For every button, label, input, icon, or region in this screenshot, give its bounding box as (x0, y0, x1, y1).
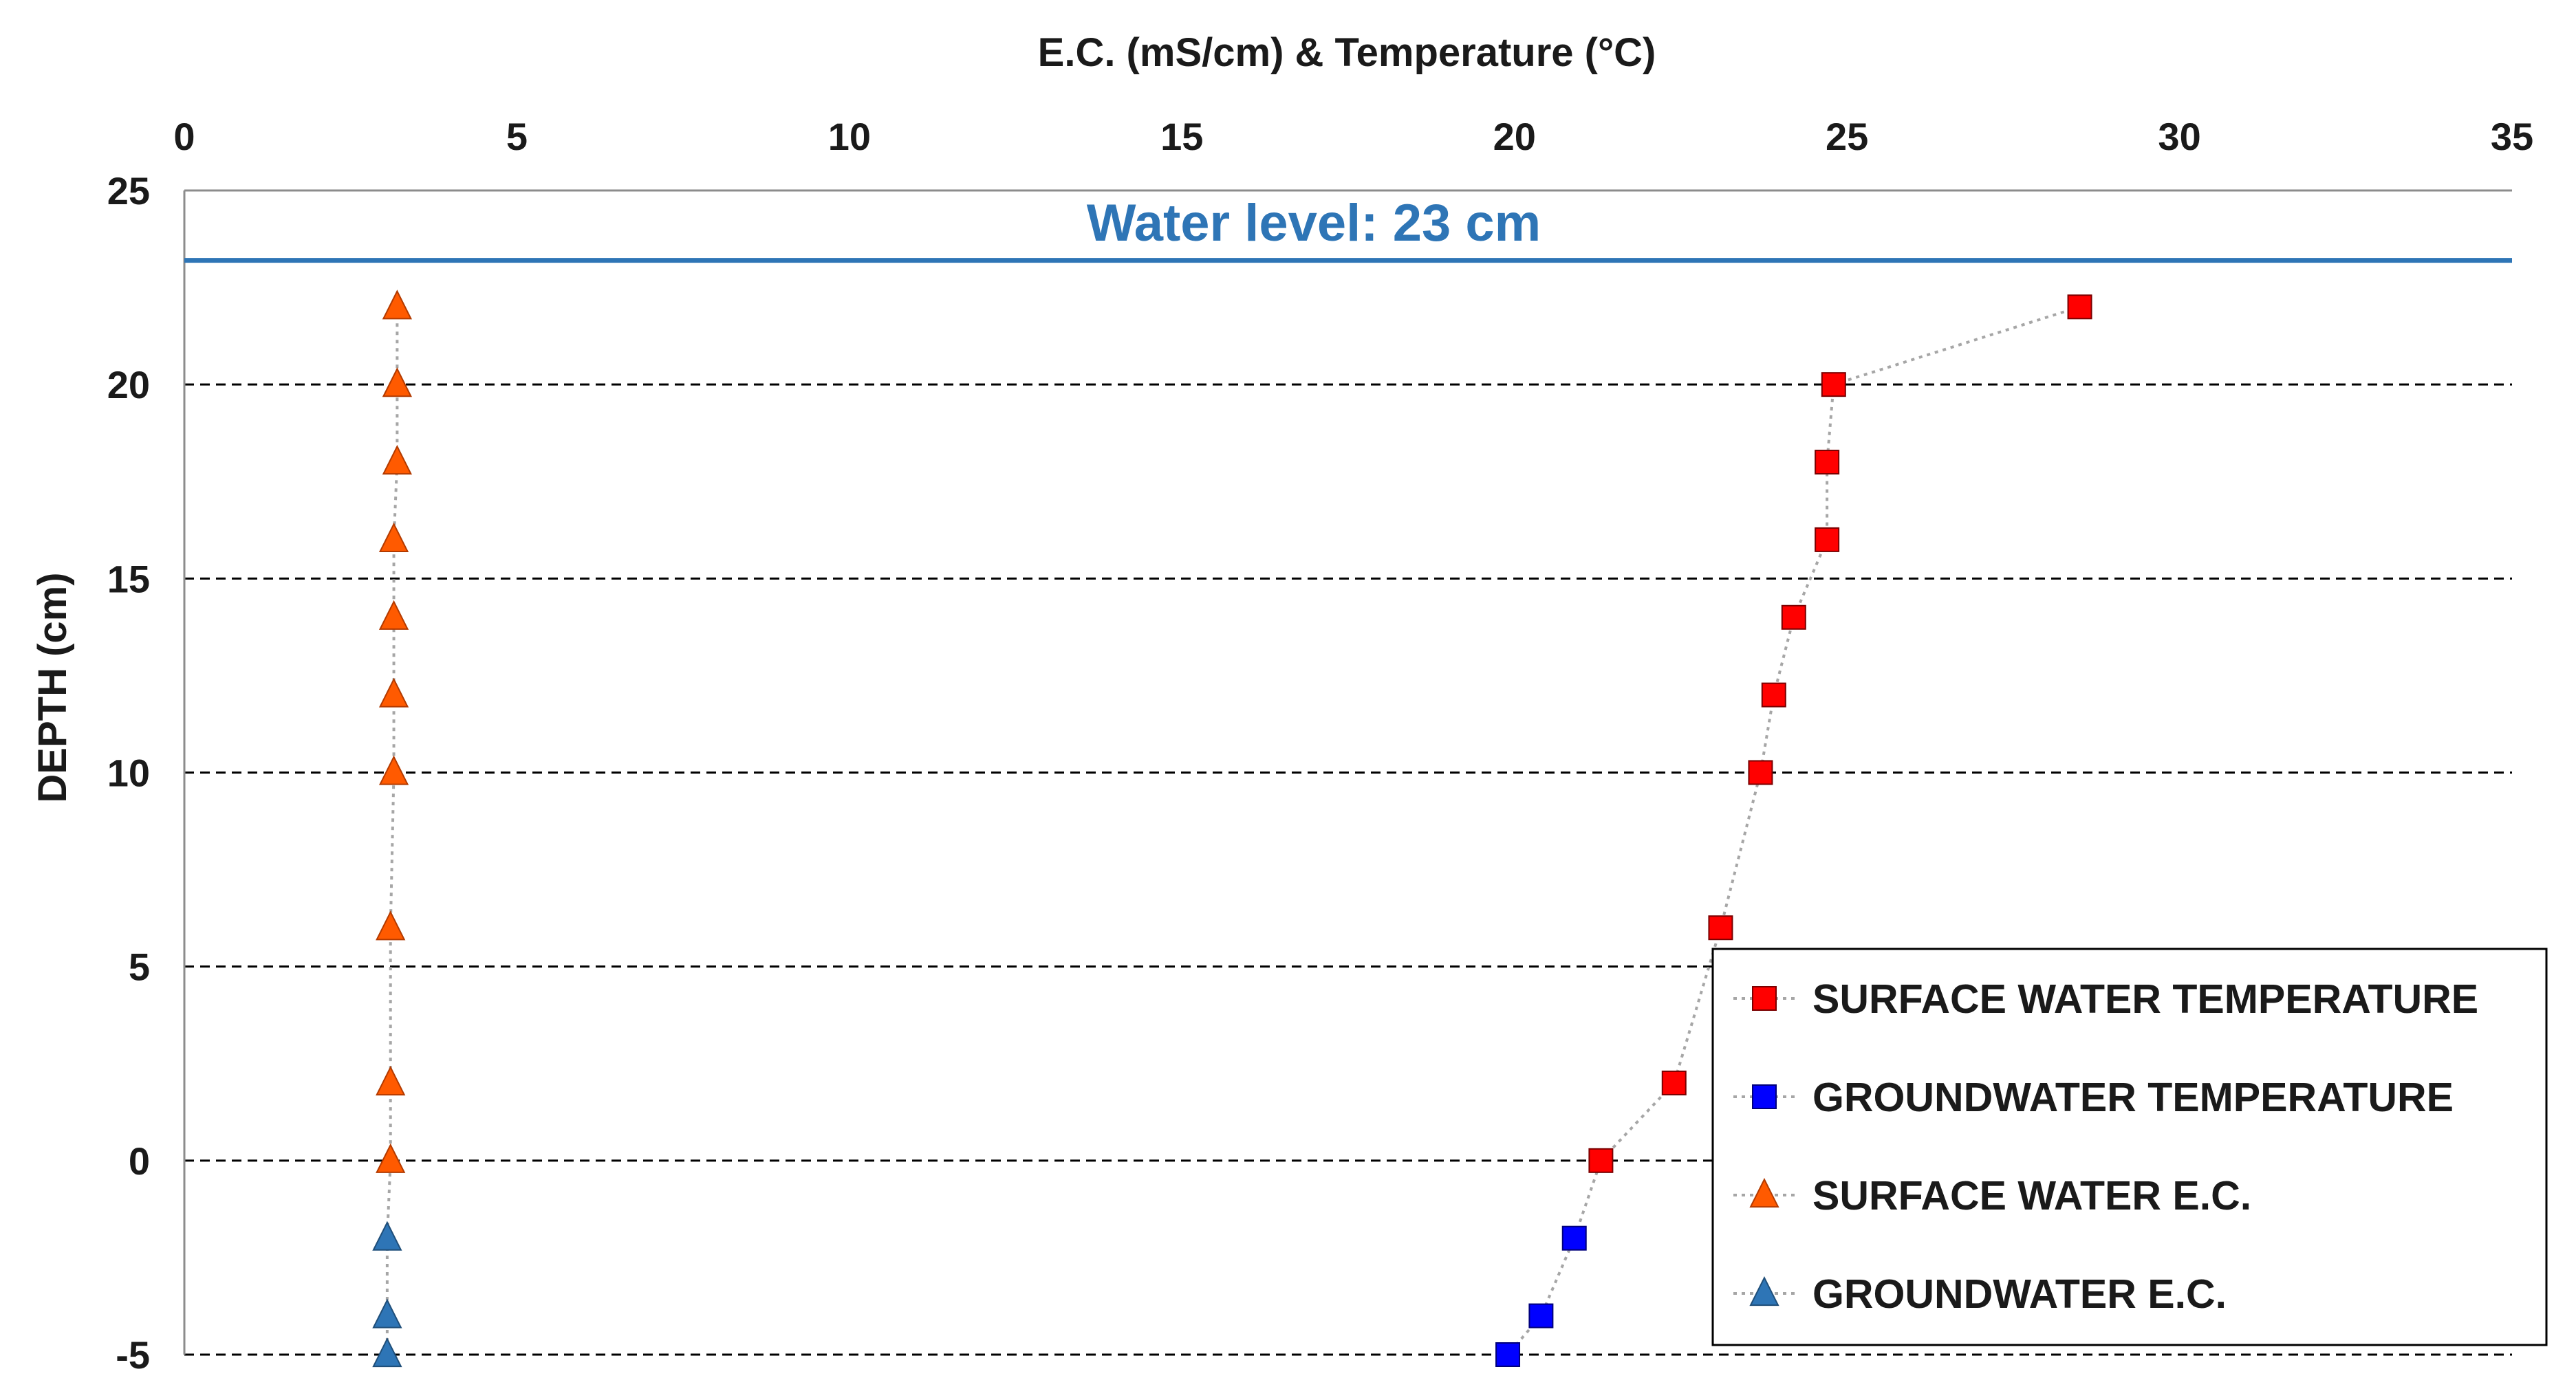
water-level-label: Water level: 23 cm (1087, 194, 1541, 252)
data-point (1821, 372, 1846, 397)
series-surface-water-temperature (1588, 294, 2092, 1173)
y-tick-label: 15 (107, 557, 150, 600)
data-point (1748, 760, 1773, 785)
legend-swatch-marker (1749, 1177, 1779, 1208)
x-tick-label: 35 (2491, 115, 2533, 158)
legend-label: GROUNDWATER E.C. (1812, 1271, 2227, 1317)
data-point (1781, 604, 1806, 630)
series-groundwater-temperature (1495, 1225, 1587, 1367)
y-tick-label: -5 (116, 1333, 150, 1377)
data-point (376, 910, 406, 941)
legend-swatch-marker (1752, 986, 1777, 1011)
data-point (382, 445, 413, 475)
y-tick-label: 5 (129, 945, 150, 989)
y-tick-label: 10 (107, 752, 150, 795)
data-point (378, 600, 409, 630)
x-tick-label: 15 (1160, 115, 1203, 158)
data-point (372, 1298, 402, 1328)
x-tick-label: 0 (173, 115, 195, 158)
data-point (382, 289, 413, 320)
y-tick-label: 25 (107, 169, 150, 212)
data-point (1495, 1342, 1521, 1367)
data-point (1761, 682, 1786, 708)
data-point (378, 677, 409, 708)
data-point (378, 755, 409, 785)
data-point (376, 1143, 406, 1173)
data-point (376, 1065, 406, 1096)
legend-label: SURFACE WATER TEMPERATURE (1812, 976, 2478, 1022)
y-tick-label: 0 (129, 1139, 150, 1183)
data-point (1588, 1148, 1614, 1173)
legend-label: SURFACE WATER E.C. (1812, 1173, 2251, 1218)
data-point (2067, 294, 2092, 320)
legend-box (1711, 948, 2548, 1346)
x-tick-label: 20 (1493, 115, 1536, 158)
x-tick-label: 30 (2158, 115, 2200, 158)
legend-label: GROUNDWATER TEMPERATURE (1812, 1075, 2454, 1120)
legend: SURFACE WATER TEMPERATURE GROUNDWATER TEM… (1711, 948, 2548, 1346)
legend-swatch-marker (1752, 1084, 1777, 1109)
series-layer (372, 289, 2092, 1368)
axis-layer: 0 5 10 15 20 25 30 35 -5 0 5 10 15 20 25 (107, 115, 2533, 1377)
data-point (1708, 915, 1733, 941)
series-groundwater-e-c (372, 1221, 402, 1368)
y-tick-label: 20 (107, 363, 150, 406)
x-tick-label: 10 (828, 115, 871, 158)
data-point (1528, 1303, 1554, 1328)
data-point (1661, 1070, 1687, 1095)
series-surface-water-e-c (376, 289, 413, 1173)
y-axis-title: DEPTH (cm) (30, 572, 75, 802)
data-point (372, 1221, 402, 1251)
x-tick-label: 25 (1826, 115, 1868, 158)
data-point (1561, 1225, 1587, 1251)
data-point (1815, 450, 1840, 475)
data-point (1815, 527, 1840, 552)
x-axis-title: E.C. (mS/cm) & Temperature (°C) (1038, 30, 1656, 75)
legend-swatch-marker (1749, 1276, 1779, 1306)
grid-layer (184, 383, 2512, 1356)
data-point (378, 522, 409, 552)
x-tick-label: 5 (506, 115, 528, 158)
data-point (382, 367, 413, 397)
data-point (372, 1337, 402, 1368)
